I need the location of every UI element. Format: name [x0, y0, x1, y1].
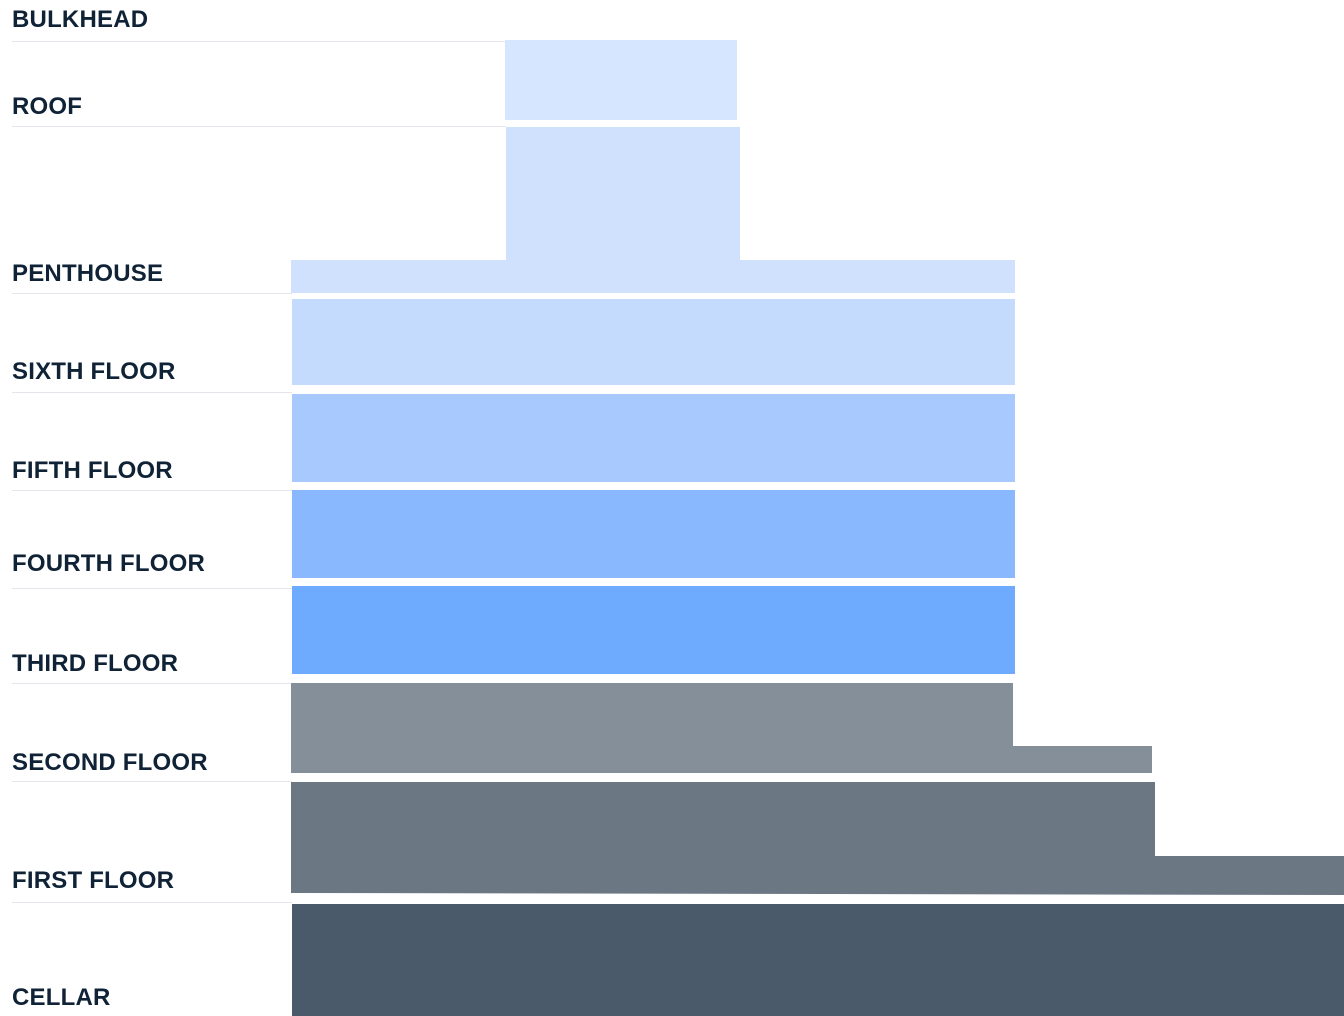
fourth-floor-block-shape — [292, 490, 1015, 578]
sixth-floor-block-shape — [292, 299, 1015, 385]
floor-divider-bulkhead — [12, 41, 506, 42]
floor-label-cellar: CELLAR — [12, 984, 111, 1011]
penthouse-block — [291, 260, 1015, 293]
fourth-floor-block — [292, 490, 1015, 578]
floor-label-penthouse: PENTHOUSE — [12, 260, 164, 287]
first-floor-block-shape — [291, 782, 1344, 895]
floor-label-fourth: FOURTH FLOOR — [12, 550, 206, 577]
floor-divider-third — [12, 683, 292, 684]
bulkhead-block — [505, 40, 737, 120]
third-floor-block — [292, 586, 1015, 674]
floor-label-second: SECOND FLOOR — [12, 749, 208, 776]
fifth-floor-block — [292, 394, 1015, 482]
floor-divider-fifth — [12, 490, 292, 491]
floor-label-bulkhead: BULKHEAD — [12, 6, 149, 33]
roof-block-shape — [506, 127, 740, 262]
bulkhead-block-shape — [505, 40, 737, 120]
first-floor-block — [291, 782, 1344, 895]
floor-divider-fourth — [12, 588, 292, 589]
floor-divider-roof — [12, 126, 506, 127]
cellar-block-shape — [292, 904, 1344, 1016]
second-floor-block — [291, 683, 1152, 773]
floor-divider-first — [12, 902, 292, 903]
cellar-block — [292, 904, 1344, 1016]
floor-label-first: FIRST FLOOR — [12, 867, 175, 894]
fifth-floor-block-shape — [292, 394, 1015, 482]
floor-divider-sixth — [12, 392, 292, 393]
penthouse-block-shape — [291, 260, 1015, 293]
sixth-floor-block — [292, 299, 1015, 385]
roof-block — [506, 127, 740, 262]
floor-label-sixth: SIXTH FLOOR — [12, 358, 176, 385]
floor-divider-penthouse — [12, 293, 292, 294]
floor-label-third: THIRD FLOOR — [12, 650, 179, 677]
floor-label-roof: ROOF — [12, 93, 83, 120]
floor-label-fifth: FIFTH FLOOR — [12, 457, 173, 484]
second-floor-block-shape — [291, 683, 1152, 773]
third-floor-block-shape — [292, 586, 1015, 674]
floor-divider-second — [12, 781, 292, 782]
